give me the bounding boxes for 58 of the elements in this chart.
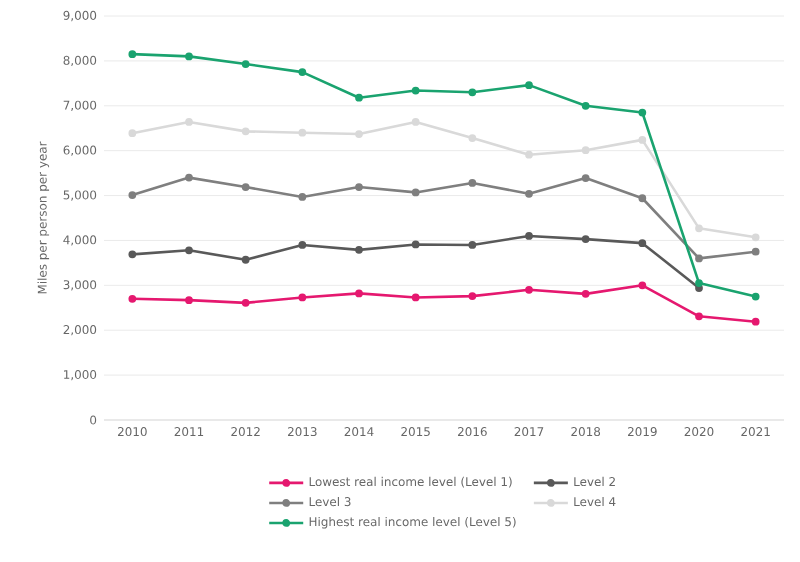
point [355, 289, 363, 298]
point [185, 246, 193, 255]
point [298, 68, 307, 76]
point [638, 108, 647, 117]
point [468, 241, 477, 249]
point [298, 193, 307, 201]
point [468, 179, 477, 187]
point [468, 134, 477, 142]
point [525, 285, 533, 294]
point [241, 127, 250, 136]
point [185, 296, 193, 305]
point [695, 284, 703, 292]
point [751, 247, 760, 256]
point [128, 50, 137, 59]
point [411, 118, 420, 126]
point [411, 86, 420, 95]
point [468, 292, 477, 300]
point [695, 279, 703, 287]
point [355, 93, 363, 102]
point [525, 232, 533, 240]
point [185, 52, 193, 61]
point [525, 81, 533, 90]
point [638, 239, 647, 248]
point [638, 194, 647, 203]
point [241, 255, 250, 264]
point [468, 88, 477, 97]
point [411, 240, 420, 249]
point [355, 245, 363, 254]
point [638, 136, 647, 144]
point [241, 298, 250, 307]
point [638, 281, 647, 290]
point [525, 189, 533, 198]
point [411, 293, 420, 302]
point [185, 118, 193, 126]
point [751, 292, 760, 301]
point [695, 312, 703, 321]
point [581, 101, 590, 110]
point [128, 294, 137, 303]
point [355, 183, 363, 191]
point [411, 188, 420, 197]
point [128, 250, 137, 259]
point [298, 241, 307, 249]
point [751, 233, 760, 242]
point [128, 129, 137, 138]
point [128, 191, 137, 199]
point [581, 289, 590, 298]
point [581, 146, 590, 155]
point [751, 317, 760, 326]
point [581, 235, 590, 243]
point [695, 254, 703, 263]
point [355, 130, 363, 138]
point [298, 293, 307, 302]
point [241, 183, 250, 191]
point [581, 174, 590, 182]
point [298, 128, 307, 137]
point [695, 224, 703, 233]
point [185, 173, 193, 182]
point [241, 60, 250, 68]
